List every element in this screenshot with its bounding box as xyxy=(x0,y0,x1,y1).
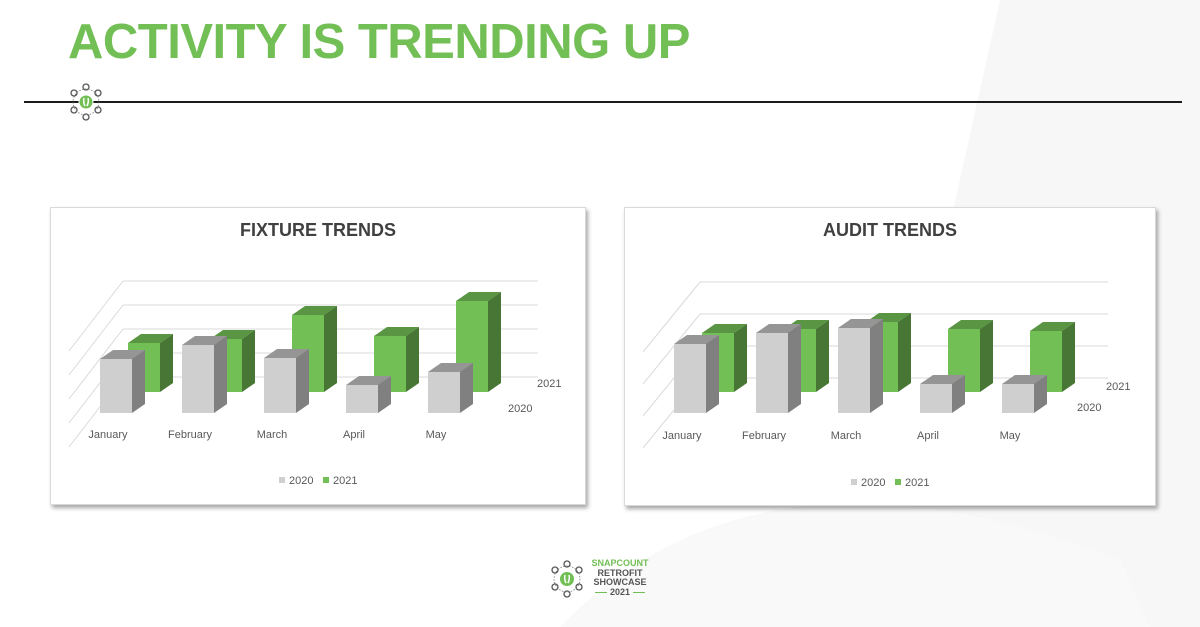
footer-logo-icon xyxy=(551,560,583,598)
category-label: January xyxy=(88,429,128,441)
bar-2020-may xyxy=(428,363,473,413)
bar-2020-january xyxy=(100,350,145,413)
bar-2020-january xyxy=(674,335,719,413)
category-label: February xyxy=(742,430,787,442)
footer-year: 2021 xyxy=(588,587,652,598)
legend-label: 2021 xyxy=(333,475,357,487)
page-title: ACTIVITY IS TRENDING UP xyxy=(68,15,690,69)
bar-2020-may xyxy=(1002,375,1047,413)
category-label: April xyxy=(343,429,365,441)
footer-brand: SNAPCOUNT xyxy=(591,558,649,568)
legend: 2020 2021 xyxy=(279,475,357,487)
chart-title: FIXTURE TRENDS xyxy=(239,220,396,240)
legend: 2020 2021 xyxy=(851,477,929,489)
category-label: March xyxy=(831,430,862,442)
fixture-trends-chart: FIXTURE TRENDS January February March April… xyxy=(50,207,586,505)
bar-2020-february xyxy=(182,336,227,413)
category-label: May xyxy=(1000,430,1021,442)
plot-area: January February March April May 2021 2020 xyxy=(68,280,561,448)
footer-line-retrofit: RETROFIT xyxy=(597,567,643,578)
legend-swatch xyxy=(279,477,285,483)
bar-2020-february xyxy=(756,324,801,413)
plot-area: January February March April May 2021 2020 xyxy=(642,281,1130,449)
bar-2020-april xyxy=(346,376,391,413)
category-label: January xyxy=(662,430,702,442)
bar-2020-march xyxy=(264,349,309,413)
snapcount-logo-icon xyxy=(70,83,102,121)
category-label: May xyxy=(426,429,447,441)
audit-trends-plot: January February March April May202120202020… xyxy=(642,281,1130,489)
legend-label: 2020 xyxy=(289,475,313,487)
legend-swatch xyxy=(323,477,329,483)
depth-label-2020: 2020 xyxy=(1077,402,1101,414)
bar-2020-march xyxy=(838,319,883,413)
chart-title: AUDIT TRENDS xyxy=(823,220,957,240)
depth-label-2021: 2021 xyxy=(1106,381,1130,393)
audit-trends-chart: AUDIT TRENDS January February March April Ma… xyxy=(624,207,1156,506)
legend-swatch xyxy=(851,479,857,485)
depth-label-2020: 2020 xyxy=(508,403,532,415)
title-divider xyxy=(24,101,1182,103)
fixture-trends-plot: January February March April May202120202020… xyxy=(68,280,561,487)
depth-label-2021: 2021 xyxy=(537,378,561,390)
footer-line-showcase: SHOWCASE xyxy=(593,577,647,587)
category-label: April xyxy=(917,430,939,442)
bar-2020-april xyxy=(920,375,965,413)
category-label: February xyxy=(168,429,213,441)
bar-2021-may xyxy=(1030,322,1075,392)
footer-event-name: SNAPCOUNT RETROFIT SHOWCASE 2021 xyxy=(588,558,652,598)
legend-swatch xyxy=(895,479,901,485)
legend-label: 2021 xyxy=(905,477,929,489)
category-label: March xyxy=(257,429,288,441)
legend-label: 2020 xyxy=(861,477,885,489)
